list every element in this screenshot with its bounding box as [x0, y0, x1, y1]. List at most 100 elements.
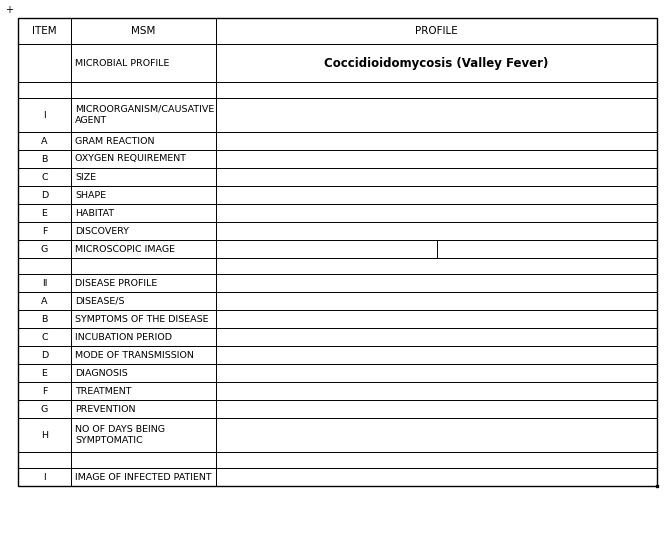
Bar: [18, 82, 71, 98]
Text: MODE OF TRANSMISSION: MODE OF TRANSMISSION: [75, 350, 194, 360]
Bar: [71, 18, 216, 44]
Text: SHAPE: SHAPE: [75, 190, 106, 200]
Bar: [18, 452, 71, 468]
Bar: [71, 346, 216, 364]
Text: SIZE: SIZE: [75, 172, 96, 182]
Text: IMAGE OF INFECTED PATIENT: IMAGE OF INFECTED PATIENT: [75, 473, 211, 481]
Text: +: +: [5, 5, 13, 15]
Bar: [18, 222, 71, 240]
Bar: [18, 186, 71, 204]
Bar: [71, 240, 216, 258]
Bar: [71, 310, 216, 328]
Bar: [216, 274, 657, 292]
Bar: [216, 150, 657, 168]
Text: SYMPTOMS OF THE DISEASE: SYMPTOMS OF THE DISEASE: [75, 314, 209, 324]
Text: C: C: [41, 332, 48, 342]
Text: G: G: [41, 244, 48, 254]
Text: HABITAT: HABITAT: [75, 208, 114, 218]
Bar: [216, 240, 657, 258]
Text: Coccidioidomycosis (Valley Fever): Coccidioidomycosis (Valley Fever): [325, 57, 549, 70]
Bar: [18, 364, 71, 382]
Bar: [71, 364, 216, 382]
Bar: [18, 292, 71, 310]
Bar: [71, 82, 216, 98]
Bar: [71, 400, 216, 418]
Bar: [18, 168, 71, 186]
Text: E: E: [42, 208, 47, 218]
Bar: [216, 382, 657, 400]
Text: INCUBATION PERIOD: INCUBATION PERIOD: [75, 332, 172, 342]
Text: D: D: [41, 350, 48, 360]
Bar: [216, 82, 657, 98]
Text: D: D: [41, 190, 48, 200]
Bar: [216, 44, 657, 82]
Text: DIAGNOSIS: DIAGNOSIS: [75, 368, 128, 378]
Bar: [71, 328, 216, 346]
Bar: [18, 310, 71, 328]
Bar: [216, 418, 657, 452]
Bar: [18, 382, 71, 400]
Bar: [216, 186, 657, 204]
Bar: [71, 382, 216, 400]
Bar: [71, 186, 216, 204]
Bar: [18, 274, 71, 292]
Bar: [18, 258, 71, 274]
Bar: [71, 222, 216, 240]
Text: E: E: [42, 368, 47, 378]
Text: DISEASE/S: DISEASE/S: [75, 296, 124, 306]
Text: NO OF DAYS BEING
SYMPTOMATIC: NO OF DAYS BEING SYMPTOMATIC: [75, 425, 165, 445]
Text: MICROORGANISM/CAUSATIVE
AGENT: MICROORGANISM/CAUSATIVE AGENT: [75, 105, 214, 125]
Text: F: F: [42, 226, 47, 236]
Text: MICROBIAL PROFILE: MICROBIAL PROFILE: [75, 59, 170, 67]
Bar: [18, 468, 71, 486]
Text: B: B: [41, 314, 48, 324]
Bar: [71, 150, 216, 168]
Bar: [18, 18, 657, 486]
Text: DISCOVERY: DISCOVERY: [75, 226, 129, 236]
Text: C: C: [41, 172, 48, 182]
Bar: [216, 452, 657, 468]
Bar: [216, 168, 657, 186]
Text: ITEM: ITEM: [32, 26, 57, 36]
Text: MSM: MSM: [132, 26, 156, 36]
Bar: [18, 132, 71, 150]
Text: G: G: [41, 405, 48, 413]
Bar: [216, 468, 657, 486]
Text: GRAM REACTION: GRAM REACTION: [75, 137, 154, 145]
Text: B: B: [41, 154, 48, 164]
Bar: [216, 310, 657, 328]
Bar: [71, 44, 216, 82]
Bar: [71, 274, 216, 292]
Text: MICROSCOPIC IMAGE: MICROSCOPIC IMAGE: [75, 244, 175, 254]
Bar: [18, 150, 71, 168]
Bar: [216, 132, 657, 150]
Text: TREATMENT: TREATMENT: [75, 386, 132, 395]
Bar: [216, 222, 657, 240]
Text: II: II: [42, 279, 47, 287]
Bar: [216, 364, 657, 382]
Bar: [216, 346, 657, 364]
Bar: [71, 292, 216, 310]
Bar: [71, 132, 216, 150]
Bar: [216, 98, 657, 132]
Bar: [71, 418, 216, 452]
Bar: [71, 204, 216, 222]
Bar: [216, 328, 657, 346]
Bar: [216, 204, 657, 222]
Text: A: A: [41, 296, 48, 306]
Bar: [18, 240, 71, 258]
Bar: [18, 18, 71, 44]
Bar: [216, 18, 657, 44]
Text: A: A: [41, 137, 48, 145]
Bar: [71, 258, 216, 274]
Bar: [18, 98, 71, 132]
Text: OXYGEN REQUIREMENT: OXYGEN REQUIREMENT: [75, 154, 186, 164]
Bar: [216, 258, 657, 274]
Text: PROFILE: PROFILE: [415, 26, 458, 36]
Text: DISEASE PROFILE: DISEASE PROFILE: [75, 279, 158, 287]
Bar: [18, 346, 71, 364]
Text: I: I: [43, 473, 46, 481]
Bar: [18, 418, 71, 452]
Bar: [18, 204, 71, 222]
Bar: [18, 44, 71, 82]
